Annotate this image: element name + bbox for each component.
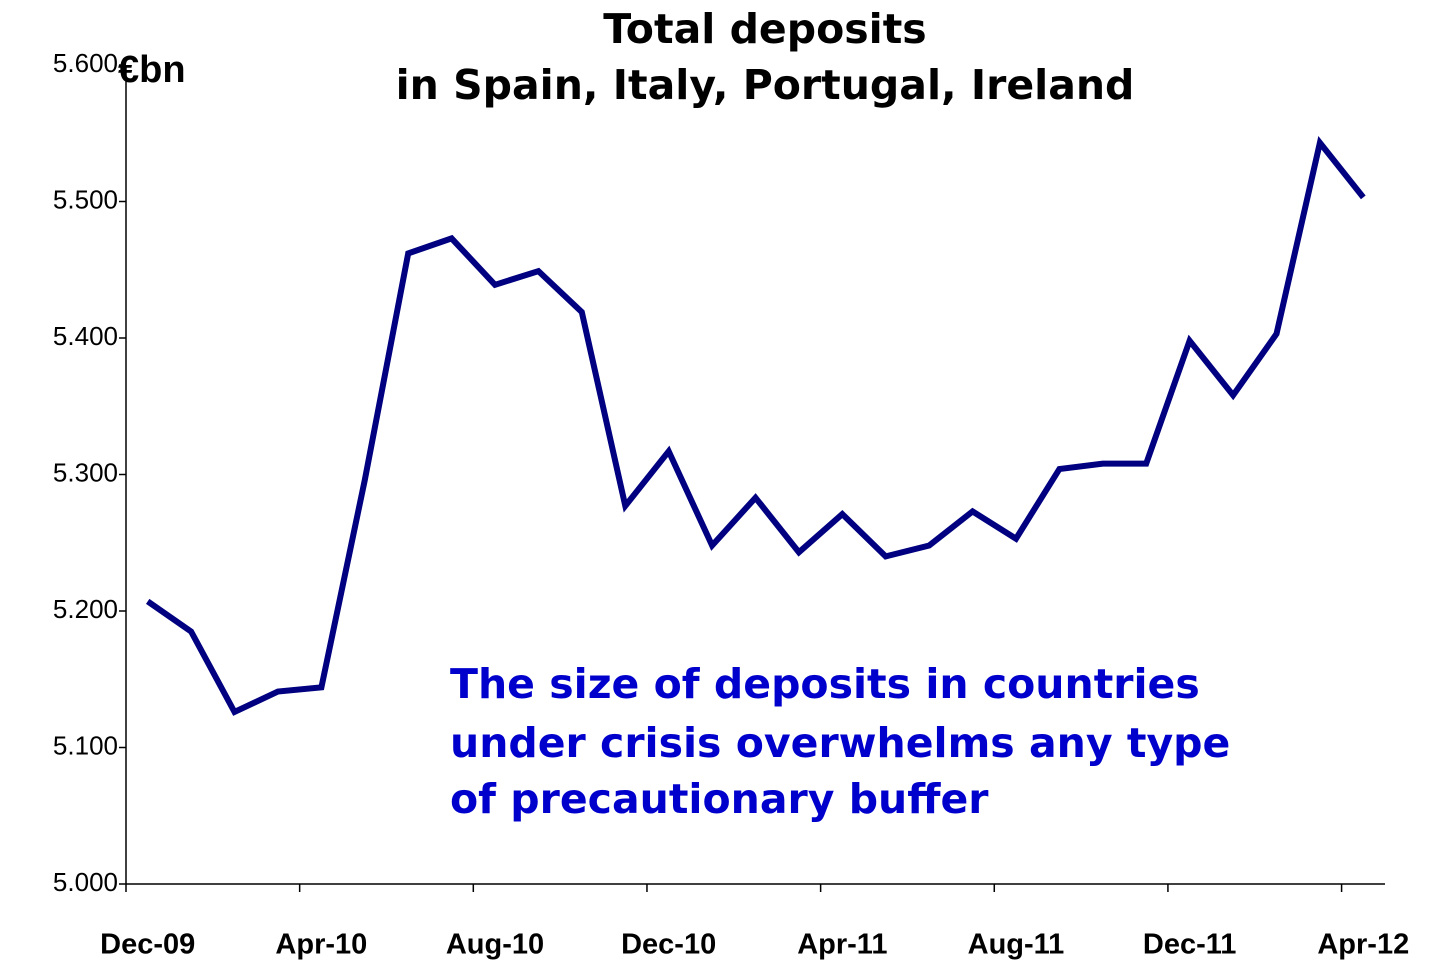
x-tick-label: Aug-11 xyxy=(968,929,1065,961)
annotation: under crisis overwhelms any type xyxy=(450,719,1230,767)
y-axis-label: €bn xyxy=(118,49,186,91)
x-tick-label: Apr-12 xyxy=(1317,929,1409,961)
x-tick-label: Aug-10 xyxy=(446,929,544,961)
line xyxy=(145,136,1366,716)
x-tick-label: Dec-11 xyxy=(1143,929,1237,961)
y-tick-label: 5.600 xyxy=(53,48,118,78)
annotation: of precautionary buffer xyxy=(450,775,989,823)
y-tick-label: 5.000 xyxy=(53,867,118,897)
y-tick-label: 5.400 xyxy=(53,321,118,351)
x-tick-label: Dec-10 xyxy=(621,929,716,961)
y-tick-label: 5.200 xyxy=(53,594,118,624)
y-tick-label: 5.500 xyxy=(53,184,118,214)
x-tick-label: Apr-11 xyxy=(797,929,887,961)
x-tick-label: Dec-09 xyxy=(100,929,195,961)
y-tick-label: 5.300 xyxy=(53,457,118,487)
annotation: The size of deposits in countries xyxy=(450,660,1200,708)
x-tick-label: Apr-10 xyxy=(275,929,367,961)
y-tick-label: 5.100 xyxy=(53,730,118,760)
chart-title: Total deposits xyxy=(603,5,926,53)
chart-title: in Spain, Italy, Portugal, Ireland xyxy=(396,61,1135,109)
